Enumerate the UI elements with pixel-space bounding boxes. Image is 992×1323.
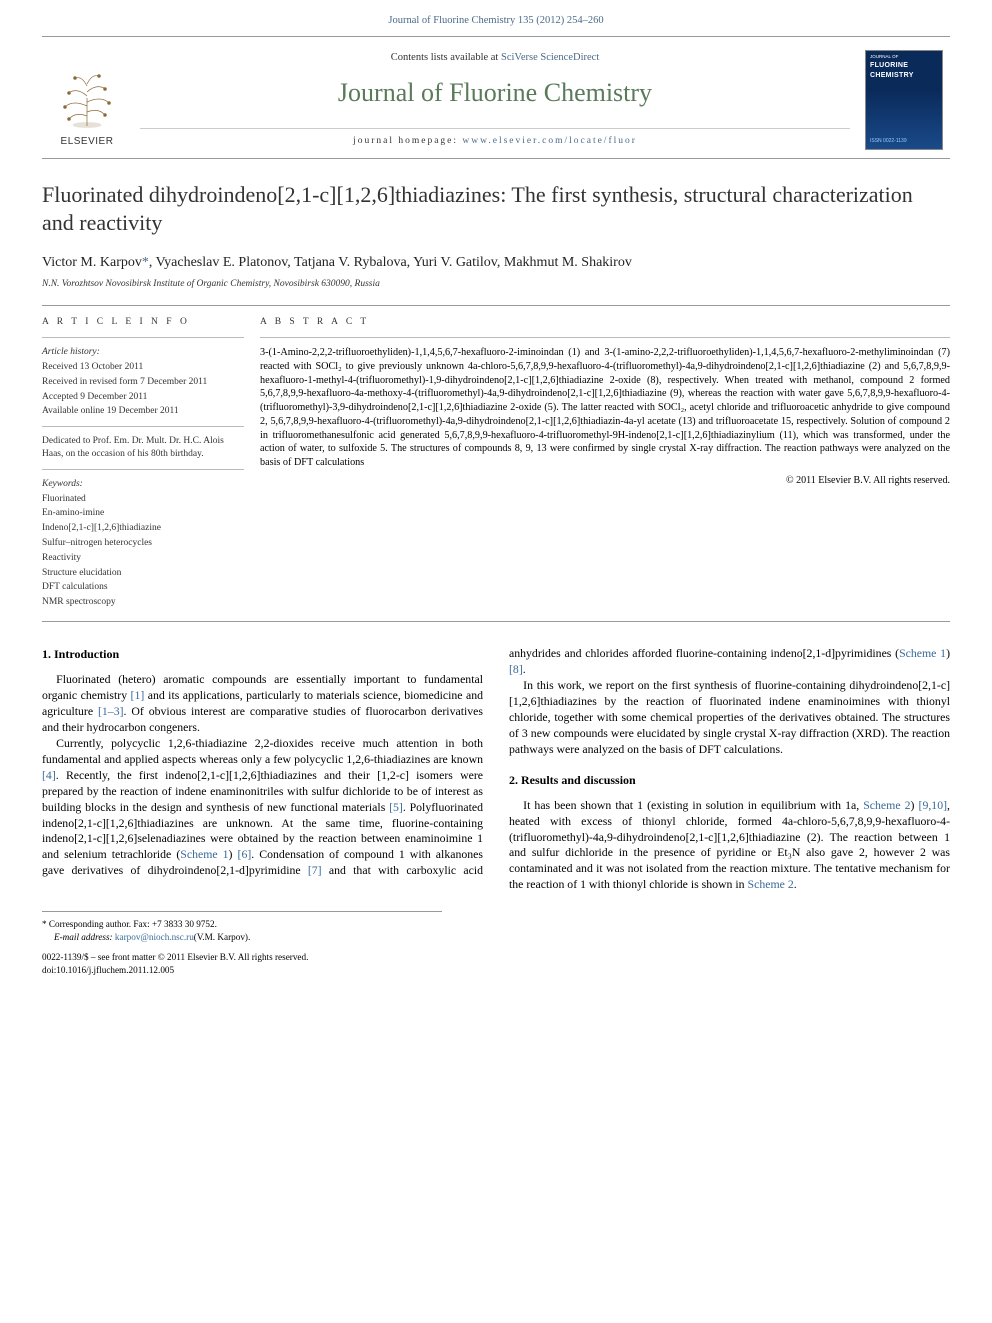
publisher-name: ELSEVIER <box>56 135 118 149</box>
abstract-heading: A B S T R A C T <box>260 316 950 329</box>
email-label: E-mail address: <box>54 931 113 943</box>
email-attribution: (V.M. Karpov). <box>194 931 250 943</box>
sciencedirect-link[interactable]: SciVerse ScienceDirect <box>501 52 599 63</box>
article-info-block: A R T I C L E I N F O Article history: R… <box>42 305 950 622</box>
history-revised: Received in revised form 7 December 2011 <box>42 376 244 389</box>
keyword: En-amino-imine <box>42 507 244 520</box>
article-title: Fluorinated dihydroindeno[2,1-c][1,2,6]t… <box>42 181 950 237</box>
history-online: Available online 19 December 2011 <box>42 405 244 418</box>
section-2-heading: 2. Results and discussion <box>509 772 950 788</box>
homepage-prefix: journal homepage: <box>353 136 462 146</box>
running-header: Journal of Fluorine Chemistry 135 (2012)… <box>0 0 992 36</box>
keyword: Fluorinated <box>42 493 244 506</box>
article-body: 1. Introduction Fluorinated (hetero) aro… <box>42 646 950 893</box>
keyword: NMR spectroscopy <box>42 596 244 609</box>
ref-link[interactable]: [4] <box>42 768 56 782</box>
intro-para-1: Fluorinated (hetero) aromatic compounds … <box>42 672 483 736</box>
author-list: Victor M. Karpov*, Vyacheslav E. Platono… <box>42 254 950 273</box>
abstract-text: 3-(1-Amino-2,2,2-trifluoroethyliden)-1,1… <box>260 346 950 470</box>
masthead: ELSEVIER Contents lists available at Sci… <box>42 36 950 159</box>
front-matter-line: 0022-1139/$ – see front matter © 2011 El… <box>42 951 950 963</box>
ref-link[interactable]: [1–3] <box>98 704 124 718</box>
footnotes: * Corresponding author. Fax: +7 3833 30 … <box>42 911 442 943</box>
history-accepted: Accepted 9 December 2011 <box>42 391 244 404</box>
ref-link[interactable]: [7] <box>308 863 322 877</box>
keyword: Sulfur–nitrogen heterocycles <box>42 537 244 550</box>
ref-link[interactable]: [1] <box>131 688 145 702</box>
keyword: Reactivity <box>42 552 244 565</box>
journal-homepage-line: journal homepage: www.elsevier.com/locat… <box>140 128 850 148</box>
history-heading: Article history: <box>42 346 244 359</box>
keyword: Structure elucidation <box>42 567 244 580</box>
doi-line: doi:10.1016/j.jfluchem.2011.12.005 <box>42 964 950 976</box>
contents-available-line: Contents lists available at SciVerse Sci… <box>140 51 850 65</box>
intro-para-3: In this work, we report on the first syn… <box>509 678 950 758</box>
ref-link[interactable]: [5] <box>389 800 403 814</box>
ref-link[interactable]: [9,10] <box>919 798 948 812</box>
affiliation: N.N. Vorozhtsov Novosibirsk Institute of… <box>42 278 950 291</box>
journal-cover-thumbnail: JOURNAL OF FLUORINE CHEMISTRY ISSN 0022-… <box>865 50 943 150</box>
corresponding-email-link[interactable]: karpov@nioch.nsc.ru <box>115 931 194 943</box>
abstract-copyright: © 2011 Elsevier B.V. All rights reserved… <box>260 474 950 488</box>
ref-link[interactable]: [8] <box>509 662 523 676</box>
results-para-1: It has been shown that 1 (existing in so… <box>509 798 950 894</box>
keyword: DFT calculations <box>42 581 244 594</box>
corresponding-mark: * <box>142 255 149 270</box>
journal-homepage-link[interactable]: www.elsevier.com/locate/fluor <box>462 136 637 146</box>
doi-block: 0022-1139/$ – see front matter © 2011 El… <box>42 951 950 976</box>
journal-name: Journal of Fluorine Chemistry <box>140 75 850 110</box>
cover-line1: JOURNAL OF <box>870 55 938 60</box>
keywords-heading: Keywords: <box>42 478 244 491</box>
article-info-heading: A R T I C L E I N F O <box>42 316 244 329</box>
keyword: Indeno[2,1-c][1,2,6]thiadiazine <box>42 522 244 535</box>
cover-line3: CHEMISTRY <box>870 71 938 80</box>
corresponding-author-note: * Corresponding author. Fax: +7 3833 30 … <box>42 918 217 930</box>
contents-prefix: Contents lists available at <box>391 52 501 63</box>
scheme-link[interactable]: Scheme 2 <box>748 877 794 891</box>
author-primary: Victor M. Karpov <box>42 255 142 270</box>
scheme-link[interactable]: Scheme 1 <box>899 646 946 660</box>
section-1-heading: 1. Introduction <box>42 646 483 662</box>
scheme-link[interactable]: Scheme 1 <box>180 847 228 861</box>
cover-issn: ISSN 0022-1139 <box>870 138 907 145</box>
cover-line2: FLUORINE <box>870 61 938 70</box>
dedication: Dedicated to Prof. Em. Dr. Mult. Dr. H.C… <box>42 435 244 461</box>
history-received: Received 13 October 2011 <box>42 361 244 374</box>
ref-link[interactable]: [6] <box>238 847 252 861</box>
scheme-link[interactable]: Scheme 2 <box>863 798 910 812</box>
publisher-logo-block: ELSEVIER <box>42 47 132 152</box>
authors-rest: , Vyacheslav E. Platonov, Tatjana V. Ryb… <box>149 255 632 270</box>
elsevier-tree-icon <box>56 68 118 128</box>
